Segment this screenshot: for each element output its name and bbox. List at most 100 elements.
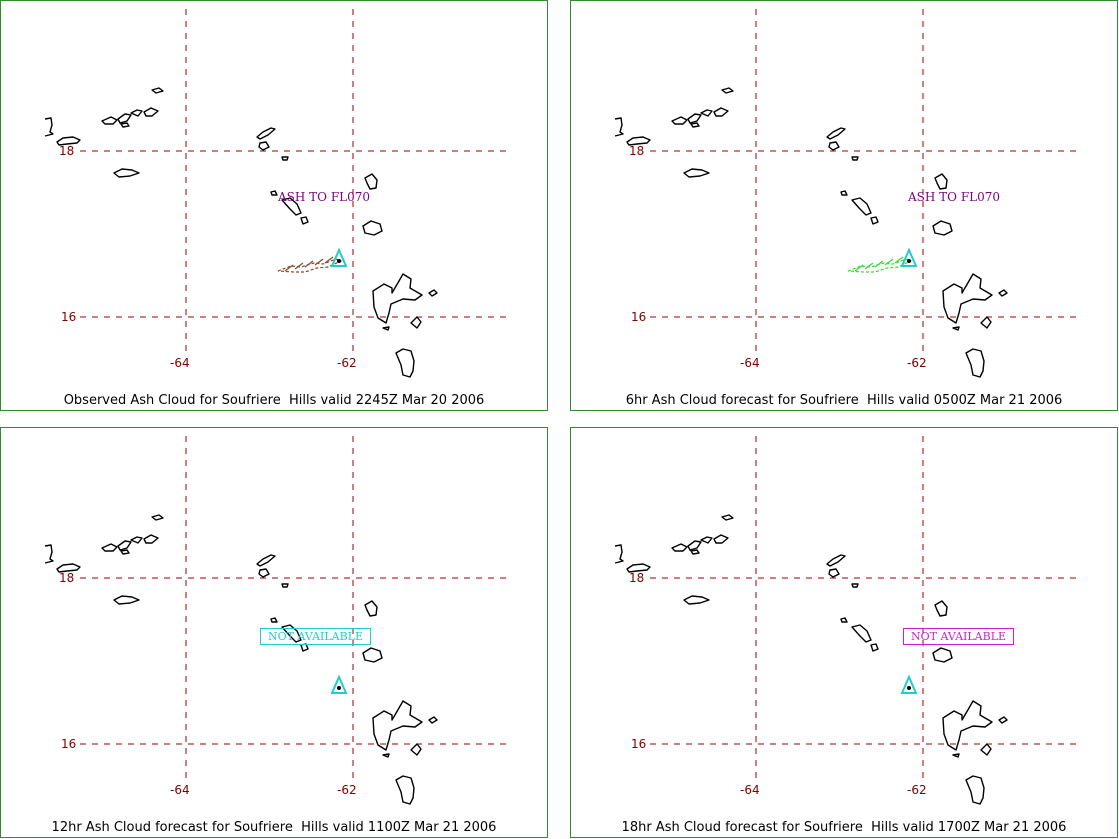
map-canvas <box>614 436 1079 805</box>
island-stmartin <box>258 568 270 578</box>
island-stcroix <box>683 168 710 178</box>
island-marie-galante <box>980 316 992 329</box>
panel-caption: 6hr Ash Cloud forecast for Soufriere Hil… <box>625 393 1063 408</box>
island-nevis-2 <box>870 643 879 652</box>
ash-height-annotation: ASH TO FL070 <box>278 190 371 204</box>
island-anguilla <box>256 127 276 140</box>
ash-height-annotation: ASH TO FL070 <box>908 190 1001 204</box>
ash-cloud-hatch <box>314 258 324 266</box>
island-puerto-rico <box>626 563 651 573</box>
island-puerto-rico-west <box>614 544 624 564</box>
map-canvas <box>614 9 1079 378</box>
volcano-triangle-icon <box>330 674 348 694</box>
ash-cloud-outline <box>847 258 913 273</box>
island-dominica <box>965 348 985 378</box>
island-puerto-rico-west <box>44 117 54 137</box>
ash-cloud-hatch <box>894 256 904 264</box>
island-nevis-2 <box>300 643 309 652</box>
island-virgin-1 <box>671 543 688 552</box>
island-marie-galante <box>980 743 992 756</box>
ash-cloud-hatch <box>874 260 884 268</box>
island-virgin-5 <box>690 549 700 555</box>
not-available-box: NOT AVAILABLE <box>903 628 1015 645</box>
island-virgin-2 <box>117 113 132 124</box>
island-desirade <box>998 716 1008 724</box>
island-marie-galante <box>410 743 422 756</box>
volcano-location-dot <box>907 259 911 263</box>
island-anguilla <box>256 554 276 567</box>
lat-label-16: 16 <box>61 310 77 324</box>
island-nevis <box>851 197 872 216</box>
island-barbuda <box>364 173 378 190</box>
lat-label-16: 16 <box>61 737 77 751</box>
lat-label-18: 18 <box>629 571 645 585</box>
island-desirade <box>998 289 1008 297</box>
island-desirade <box>428 289 438 297</box>
island-stmartin <box>828 141 840 151</box>
ash-cloud-outline <box>277 258 343 273</box>
ash-cloud-hatch <box>884 258 894 266</box>
ash-cloud-hatch <box>304 260 314 268</box>
island-stmartin <box>828 568 840 578</box>
volcano-location-dot <box>907 686 911 690</box>
map-canvas <box>44 9 509 378</box>
island-les-saintes <box>382 326 390 331</box>
island-les-saintes <box>382 753 390 758</box>
panel-caption: 18hr Ash Cloud forecast for Soufriere Hi… <box>621 820 1067 835</box>
island-puerto-rico <box>56 563 81 573</box>
island-nevis <box>281 624 302 643</box>
lat-label-16: 16 <box>631 737 647 751</box>
island-anegada <box>151 514 164 521</box>
lat-label-18: 18 <box>59 144 75 158</box>
island-nevis <box>851 624 872 643</box>
island-virgin-3 <box>700 536 713 544</box>
island-virgin-5 <box>120 122 130 128</box>
volcano-triangle-icon <box>900 674 918 694</box>
lon-label-64: -64 <box>170 356 190 370</box>
island-stcroix <box>113 595 140 605</box>
island-les-saintes <box>952 326 960 331</box>
island-guadeloupe <box>942 700 993 751</box>
island-antigua <box>932 220 953 236</box>
island-stkitts <box>270 190 278 196</box>
island-stkitts <box>840 617 848 623</box>
island-virgin-2 <box>117 540 132 551</box>
island-guadeloupe <box>942 273 993 324</box>
island-dominica <box>395 348 415 378</box>
island-saba <box>281 156 289 161</box>
volcano-triangle-icon <box>330 247 348 267</box>
island-antigua <box>932 647 953 663</box>
island-virgin-5 <box>120 549 130 555</box>
island-virgin-3 <box>700 109 713 117</box>
island-virgin-2 <box>687 113 702 124</box>
island-virgin-2 <box>687 540 702 551</box>
island-desirade <box>428 716 438 724</box>
map-panel-6hr: 18 16 -64 -62 ASH TO FL070 6hr Ash Cloud fore… <box>570 0 1118 411</box>
island-virgin-3 <box>130 109 143 117</box>
lon-label-62: -62 <box>907 356 927 370</box>
island-puerto-rico <box>56 136 81 146</box>
not-available-box: NOT AVAILABLE <box>260 628 372 645</box>
lat-label-18: 18 <box>629 144 645 158</box>
island-barbuda <box>364 600 378 617</box>
lat-label-18: 18 <box>59 571 75 585</box>
island-virgin-4 <box>143 107 159 117</box>
island-antigua <box>362 647 383 663</box>
island-anegada <box>721 87 734 94</box>
island-barbuda <box>934 600 948 617</box>
island-virgin-4 <box>713 107 729 117</box>
lon-label-62: -62 <box>907 783 927 797</box>
volcano-location-dot <box>337 686 341 690</box>
island-dominica <box>395 775 415 805</box>
map-panel-12hr: 18 16 -64 -62 NOT AVAILABLE 12hr Ash Cloud fo… <box>0 427 548 838</box>
lon-label-62: -62 <box>337 356 357 370</box>
island-guadeloupe <box>372 700 423 751</box>
island-virgin-4 <box>143 534 159 544</box>
map-canvas <box>44 436 509 805</box>
volcano-location-dot <box>337 259 341 263</box>
island-virgin-4 <box>713 534 729 544</box>
island-puerto-rico-west <box>44 544 54 564</box>
island-nevis <box>281 197 302 216</box>
ash-cloud-hatch <box>294 262 304 270</box>
lon-label-64: -64 <box>170 783 190 797</box>
